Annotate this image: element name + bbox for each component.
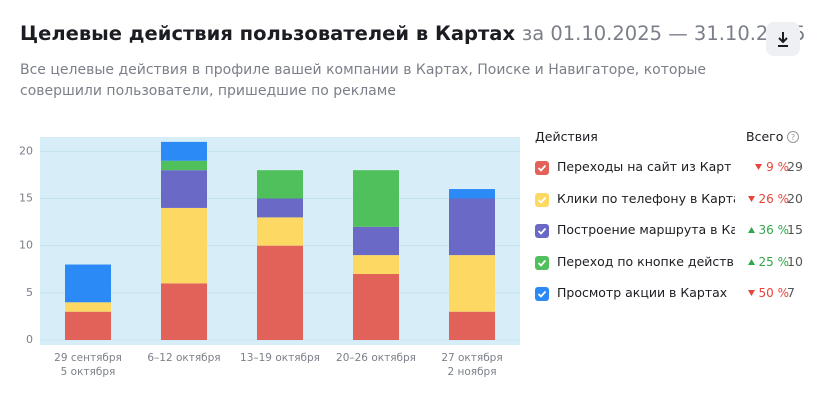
legend-total: 15 (787, 222, 803, 237)
legend-checkbox[interactable] (535, 224, 549, 238)
change: 36 % (743, 223, 789, 237)
checkbox-box (535, 255, 549, 270)
bar-segment (161, 160, 207, 171)
legend-checkbox[interactable] (535, 255, 549, 270)
arrow (755, 164, 763, 170)
bar-segment (449, 311, 495, 340)
bar-segment (161, 170, 207, 208)
change-arrow (747, 195, 755, 202)
checkbox-box (535, 224, 549, 238)
bar-segment (161, 283, 207, 340)
bar-segment (257, 245, 303, 340)
legend-header: Действия (535, 129, 598, 144)
legend-name: Построение маршрута в Картах (557, 222, 735, 237)
checkbox-box (535, 161, 549, 175)
x-tick-label: 29 сентября 5 октября (54, 352, 122, 378)
download-button[interactable] (766, 22, 800, 56)
change-arrow (747, 290, 755, 296)
change-arrow (747, 258, 755, 265)
change-value: 50 % (758, 286, 790, 300)
total-header: Всего (746, 129, 784, 144)
bar-segment (353, 273, 399, 340)
change: 9 % (743, 160, 789, 174)
x-tick-label: 20–26 октября (336, 352, 416, 364)
legend-total: 29 (787, 159, 803, 174)
checkbox-check (537, 164, 547, 172)
checkbox-check (537, 290, 547, 298)
x-tick-label: 13–19 октября (240, 352, 320, 364)
legend-checkbox[interactable] (535, 287, 549, 301)
legend-item[interactable]: Построение маршрута в Картах 36 %15 (535, 221, 805, 241)
period: за 01.10.2025 — 31.10.2025 (521, 22, 806, 45)
arrow (747, 195, 755, 202)
change-value: 36 % (758, 223, 790, 237)
change: 50 % (743, 286, 789, 300)
title-text: Целевые действия пользователей в Картах (20, 22, 516, 45)
legend-name: Просмотр акции в Картах (557, 285, 728, 300)
y-tick-label: 10 (19, 239, 33, 252)
legend-total: 7 (787, 285, 795, 300)
bar-segment (257, 217, 303, 246)
legend-checkbox[interactable] (535, 192, 549, 207)
checkbox-check (537, 196, 547, 204)
checkbox-box (535, 287, 549, 301)
bar-segment (449, 255, 495, 312)
bar-segment (353, 255, 399, 274)
change-arrow (747, 227, 755, 233)
legend-total: 20 (787, 190, 803, 206)
arrow (747, 290, 755, 296)
change: 25 % (743, 255, 789, 269)
subtitle: Все целевые действия в профиле вашей ком… (20, 62, 706, 99)
legend-name: Клики по телефону в Картах (557, 190, 735, 206)
download-icon (778, 32, 788, 47)
help-icon[interactable]: ? (786, 130, 800, 144)
svg-text:?: ? (791, 133, 795, 142)
bar-segment (161, 207, 207, 284)
x-tick-label: 6–12 октября (147, 352, 221, 364)
bar-segment (65, 264, 111, 303)
y-tick-label: 15 (19, 191, 33, 204)
legend-name: Переходы на сайт из Карт (557, 159, 732, 174)
x-tick-label: 27 октября 2 ноября (441, 352, 503, 378)
bar-segment (161, 141, 207, 161)
checkbox-check (537, 227, 547, 235)
bar-segment (353, 170, 399, 227)
checkbox-box (535, 192, 549, 207)
arrow (747, 258, 755, 265)
y-tick-label: 0 (26, 333, 33, 346)
bar-segment (353, 226, 399, 256)
change-value: 26 % (758, 191, 790, 206)
change-value: 25 % (758, 254, 790, 269)
legend-item[interactable]: Переходы на сайт из Карт 9 % 29 (535, 158, 805, 178)
bar-segment (257, 170, 303, 199)
arrow (747, 227, 755, 233)
legend-total: 10 (787, 253, 803, 269)
y-tick-label: 20 (19, 144, 33, 157)
bar-segment (65, 311, 111, 340)
bar-segment (449, 198, 495, 256)
bar-segment (65, 302, 111, 312)
legend-item[interactable]: Просмотр акции в Картах 50 % 7 (535, 284, 805, 304)
checkbox-check (537, 259, 547, 267)
title: Целевые действия пользователей в Картах … (20, 22, 806, 45)
bar-segment (449, 189, 495, 199)
bar-segment (257, 198, 303, 218)
change-arrow (755, 164, 763, 170)
legend-item[interactable]: Переход по кнопке действия из Карт 25 %10 (535, 253, 805, 273)
change-value: 9 % (766, 160, 789, 174)
legend-name: Переход по кнопке действия из Карт (557, 253, 735, 269)
change: 26 % (743, 192, 789, 206)
legend-item[interactable]: Клики по телефону в Картах 26 % 20 (535, 190, 805, 210)
y-tick-label: 5 (26, 286, 33, 299)
legend-checkbox[interactable] (535, 161, 549, 175)
